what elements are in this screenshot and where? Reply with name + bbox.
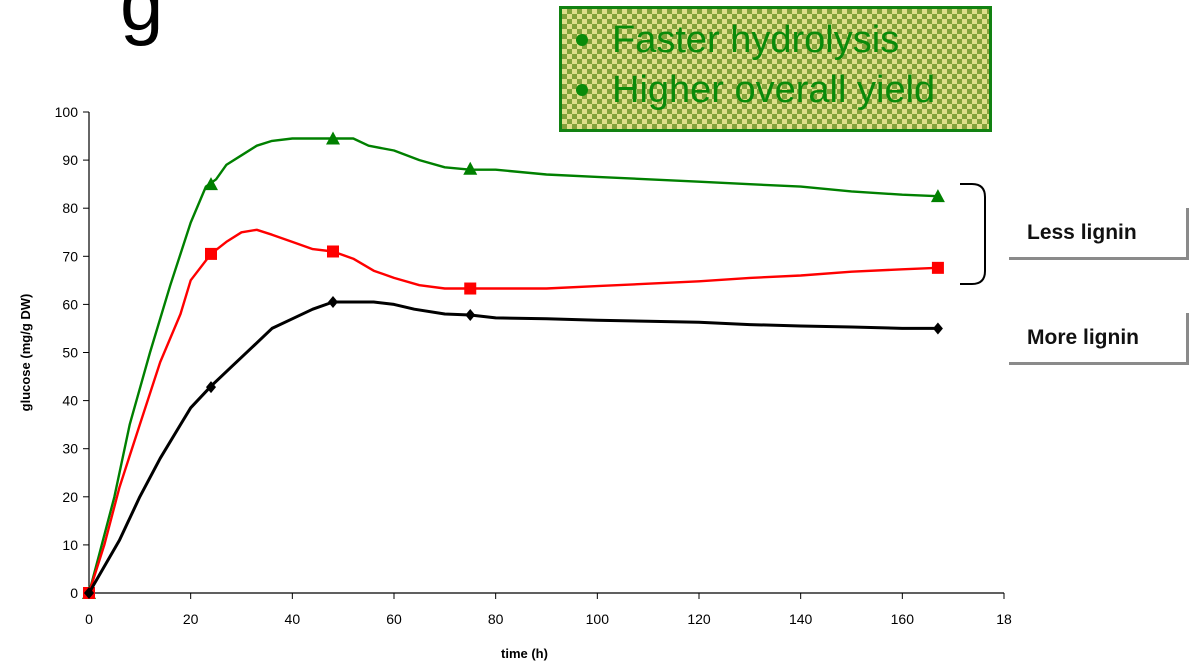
axes: 0 10 20 30 40 50 60 70 80 90 100 0 20 40 60 80 100 120 140… bbox=[18, 104, 1012, 661]
series-line bbox=[87, 300, 938, 594]
callout-item-label: Higher overall yield bbox=[612, 68, 936, 111]
callout-item-label: Faster hydrolysis bbox=[612, 18, 900, 61]
square-marker bbox=[464, 282, 477, 295]
series-line bbox=[87, 137, 938, 594]
diamond-marker bbox=[932, 322, 943, 335]
callout-item-higher-yield: Higher overall yield bbox=[576, 65, 989, 115]
less-lignin-text: Less lignin bbox=[1027, 220, 1137, 244]
bullet-dot-icon bbox=[576, 34, 588, 46]
x-tick-label: 80 bbox=[488, 611, 504, 627]
x-tick-label: 140 bbox=[789, 611, 813, 627]
y-tick-label: 90 bbox=[62, 152, 78, 168]
bracket-less-lignin bbox=[960, 183, 986, 285]
square-marker bbox=[205, 247, 217, 260]
y-tick-label: 100 bbox=[55, 104, 79, 120]
triangle-marker bbox=[463, 161, 478, 175]
y-tick-label: 30 bbox=[62, 441, 78, 457]
y-tick-label: 80 bbox=[62, 200, 78, 216]
x-tick-label: 160 bbox=[891, 611, 915, 627]
y-tick-label: 20 bbox=[62, 489, 78, 505]
series-layer bbox=[82, 131, 945, 599]
x-tick-label: 20 bbox=[183, 611, 199, 627]
y-tick-label: 40 bbox=[62, 393, 78, 409]
x-tick-label: 0 bbox=[85, 611, 93, 627]
callout-box: Faster hydrolysis Higher overall yield bbox=[559, 6, 992, 132]
callout-item-faster-hydrolysis: Faster hydrolysis bbox=[576, 15, 989, 65]
diamond-marker bbox=[465, 308, 476, 321]
series-line bbox=[87, 228, 938, 594]
diamond-marker bbox=[84, 587, 94, 599]
series-square bbox=[83, 228, 944, 599]
series-diamond bbox=[84, 295, 943, 599]
triangle-marker bbox=[204, 177, 218, 191]
x-tick-label: 18 bbox=[996, 611, 1012, 627]
triangle-marker bbox=[930, 189, 945, 203]
y-tick-label: 10 bbox=[62, 537, 78, 553]
y-tick-label: 0 bbox=[70, 585, 78, 601]
x-tick-label: 100 bbox=[586, 611, 610, 627]
y-axis-title: glucose (mg/g DW) bbox=[18, 294, 33, 412]
series-triangle bbox=[82, 131, 945, 599]
x-tick-label: 120 bbox=[687, 611, 711, 627]
diamond-marker bbox=[328, 295, 338, 308]
square-marker bbox=[931, 261, 944, 274]
square-marker bbox=[327, 245, 339, 258]
callout-list: Faster hydrolysis Higher overall yield bbox=[562, 9, 989, 115]
title-fragment: g bbox=[120, 0, 164, 47]
y-tick-label: 60 bbox=[62, 296, 78, 312]
diamond-marker bbox=[206, 381, 216, 394]
bullet-dot-icon bbox=[576, 84, 588, 96]
more-lignin-label: More lignin bbox=[1009, 313, 1189, 365]
triangle-marker bbox=[326, 131, 340, 145]
more-lignin-text: More lignin bbox=[1027, 325, 1139, 349]
x-axis-title: time (h) bbox=[501, 646, 548, 661]
x-tick-label: 60 bbox=[386, 611, 402, 627]
x-tick-label: 40 bbox=[285, 611, 301, 627]
y-tick-label: 70 bbox=[62, 248, 78, 264]
y-tick-label: 50 bbox=[62, 345, 78, 361]
bracket-shape bbox=[960, 183, 986, 285]
less-lignin-label: Less lignin bbox=[1009, 208, 1189, 260]
